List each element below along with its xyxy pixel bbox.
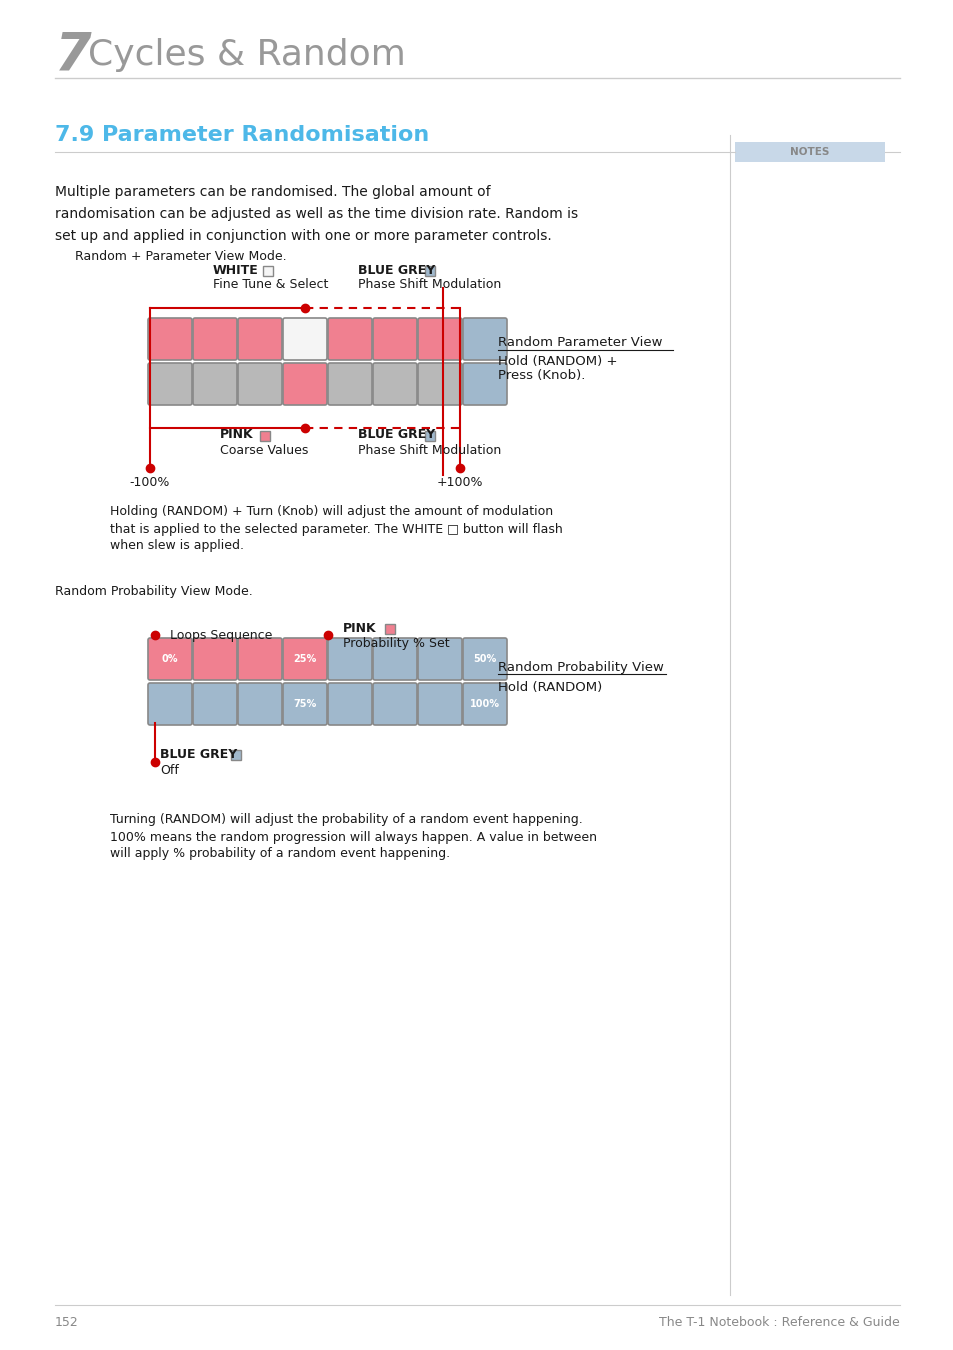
Text: -100%: -100% [130, 475, 170, 489]
Text: Off: Off [160, 764, 178, 776]
Text: Press (Knob).: Press (Knob). [497, 370, 585, 382]
Text: 152: 152 [55, 1315, 79, 1328]
Text: 7: 7 [55, 28, 91, 81]
Text: Loops Sequence: Loops Sequence [170, 629, 273, 641]
Text: +100%: +100% [436, 475, 483, 489]
FancyBboxPatch shape [148, 319, 192, 360]
FancyBboxPatch shape [373, 319, 416, 360]
Text: Hold (RANDOM) +: Hold (RANDOM) + [497, 355, 617, 367]
FancyBboxPatch shape [373, 639, 416, 680]
Text: when slew is applied.: when slew is applied. [110, 540, 244, 552]
Text: BLUE GREY: BLUE GREY [160, 748, 237, 760]
Text: NOTES: NOTES [789, 147, 829, 157]
Text: 100%: 100% [470, 699, 499, 709]
FancyBboxPatch shape [237, 319, 282, 360]
Text: BLUE GREY: BLUE GREY [357, 428, 435, 441]
Text: 25%: 25% [294, 653, 316, 664]
Text: Holding (RANDOM) + Turn (Knob) will adjust the amount of modulation: Holding (RANDOM) + Turn (Knob) will adju… [110, 505, 553, 518]
Text: that is applied to the selected parameter. The WHITE □ button will flash: that is applied to the selected paramete… [110, 522, 562, 536]
FancyBboxPatch shape [193, 363, 236, 405]
Text: Cycles & Random: Cycles & Random [88, 38, 405, 72]
FancyBboxPatch shape [328, 363, 372, 405]
Text: PINK: PINK [343, 621, 376, 634]
Text: Random Probability View Mode.: Random Probability View Mode. [55, 586, 253, 598]
FancyBboxPatch shape [328, 319, 372, 360]
FancyBboxPatch shape [283, 639, 327, 680]
FancyBboxPatch shape [417, 363, 461, 405]
Text: Hold (RANDOM): Hold (RANDOM) [497, 680, 601, 694]
Text: 50%: 50% [473, 653, 497, 664]
Bar [424, 431, 435, 441]
FancyBboxPatch shape [283, 363, 327, 405]
Bar [260, 431, 270, 441]
Text: Probability % Set: Probability % Set [343, 636, 449, 649]
FancyBboxPatch shape [283, 319, 327, 360]
FancyBboxPatch shape [462, 319, 506, 360]
FancyBboxPatch shape [193, 639, 236, 680]
Text: PINK: PINK [220, 428, 253, 441]
Text: 7.9 Parameter Randomisation: 7.9 Parameter Randomisation [55, 126, 429, 144]
Text: Random Probability View: Random Probability View [497, 660, 663, 674]
FancyBboxPatch shape [193, 319, 236, 360]
FancyBboxPatch shape [462, 639, 506, 680]
FancyBboxPatch shape [462, 683, 506, 725]
Text: Coarse Values: Coarse Values [220, 444, 308, 456]
Text: BLUE GREY: BLUE GREY [357, 263, 435, 277]
FancyBboxPatch shape [417, 683, 461, 725]
Text: 100% means the random progression will always happen. A value in between: 100% means the random progression will a… [110, 830, 597, 844]
Text: randomisation can be adjusted as well as the time division rate. Random is: randomisation can be adjusted as well as… [55, 207, 578, 221]
Bar [385, 624, 395, 634]
FancyBboxPatch shape [328, 683, 372, 725]
Text: 0%: 0% [162, 653, 178, 664]
Bar [734, 142, 884, 162]
FancyBboxPatch shape [328, 639, 372, 680]
FancyBboxPatch shape [148, 363, 192, 405]
Text: Random Parameter View: Random Parameter View [497, 336, 661, 350]
FancyBboxPatch shape [237, 639, 282, 680]
FancyBboxPatch shape [193, 683, 236, 725]
FancyBboxPatch shape [237, 363, 282, 405]
FancyBboxPatch shape [373, 683, 416, 725]
Text: 75%: 75% [294, 699, 316, 709]
FancyBboxPatch shape [462, 363, 506, 405]
FancyBboxPatch shape [237, 683, 282, 725]
FancyBboxPatch shape [283, 683, 327, 725]
FancyBboxPatch shape [148, 683, 192, 725]
Text: Random + Parameter View Mode.: Random + Parameter View Mode. [75, 251, 286, 263]
FancyBboxPatch shape [148, 639, 192, 680]
Text: Fine Tune & Select: Fine Tune & Select [213, 278, 328, 292]
FancyBboxPatch shape [417, 639, 461, 680]
Text: set up and applied in conjunction with one or more parameter controls.: set up and applied in conjunction with o… [55, 230, 551, 243]
Text: Turning (RANDOM) will adjust the probability of a random event happening.: Turning (RANDOM) will adjust the probabi… [110, 814, 582, 826]
Text: Multiple parameters can be randomised. The global amount of: Multiple parameters can be randomised. T… [55, 185, 490, 198]
Text: The T-1 Notebook : Reference & Guide: The T-1 Notebook : Reference & Guide [659, 1315, 899, 1328]
Bar [231, 751, 241, 760]
Text: will apply % probability of a random event happening.: will apply % probability of a random eve… [110, 848, 450, 860]
Text: Phase Shift Modulation: Phase Shift Modulation [357, 278, 500, 292]
Text: WHITE: WHITE [213, 263, 258, 277]
FancyBboxPatch shape [417, 319, 461, 360]
FancyBboxPatch shape [373, 363, 416, 405]
Text: Phase Shift Modulation: Phase Shift Modulation [357, 444, 500, 456]
Bar [263, 266, 273, 275]
Bar [424, 266, 435, 275]
